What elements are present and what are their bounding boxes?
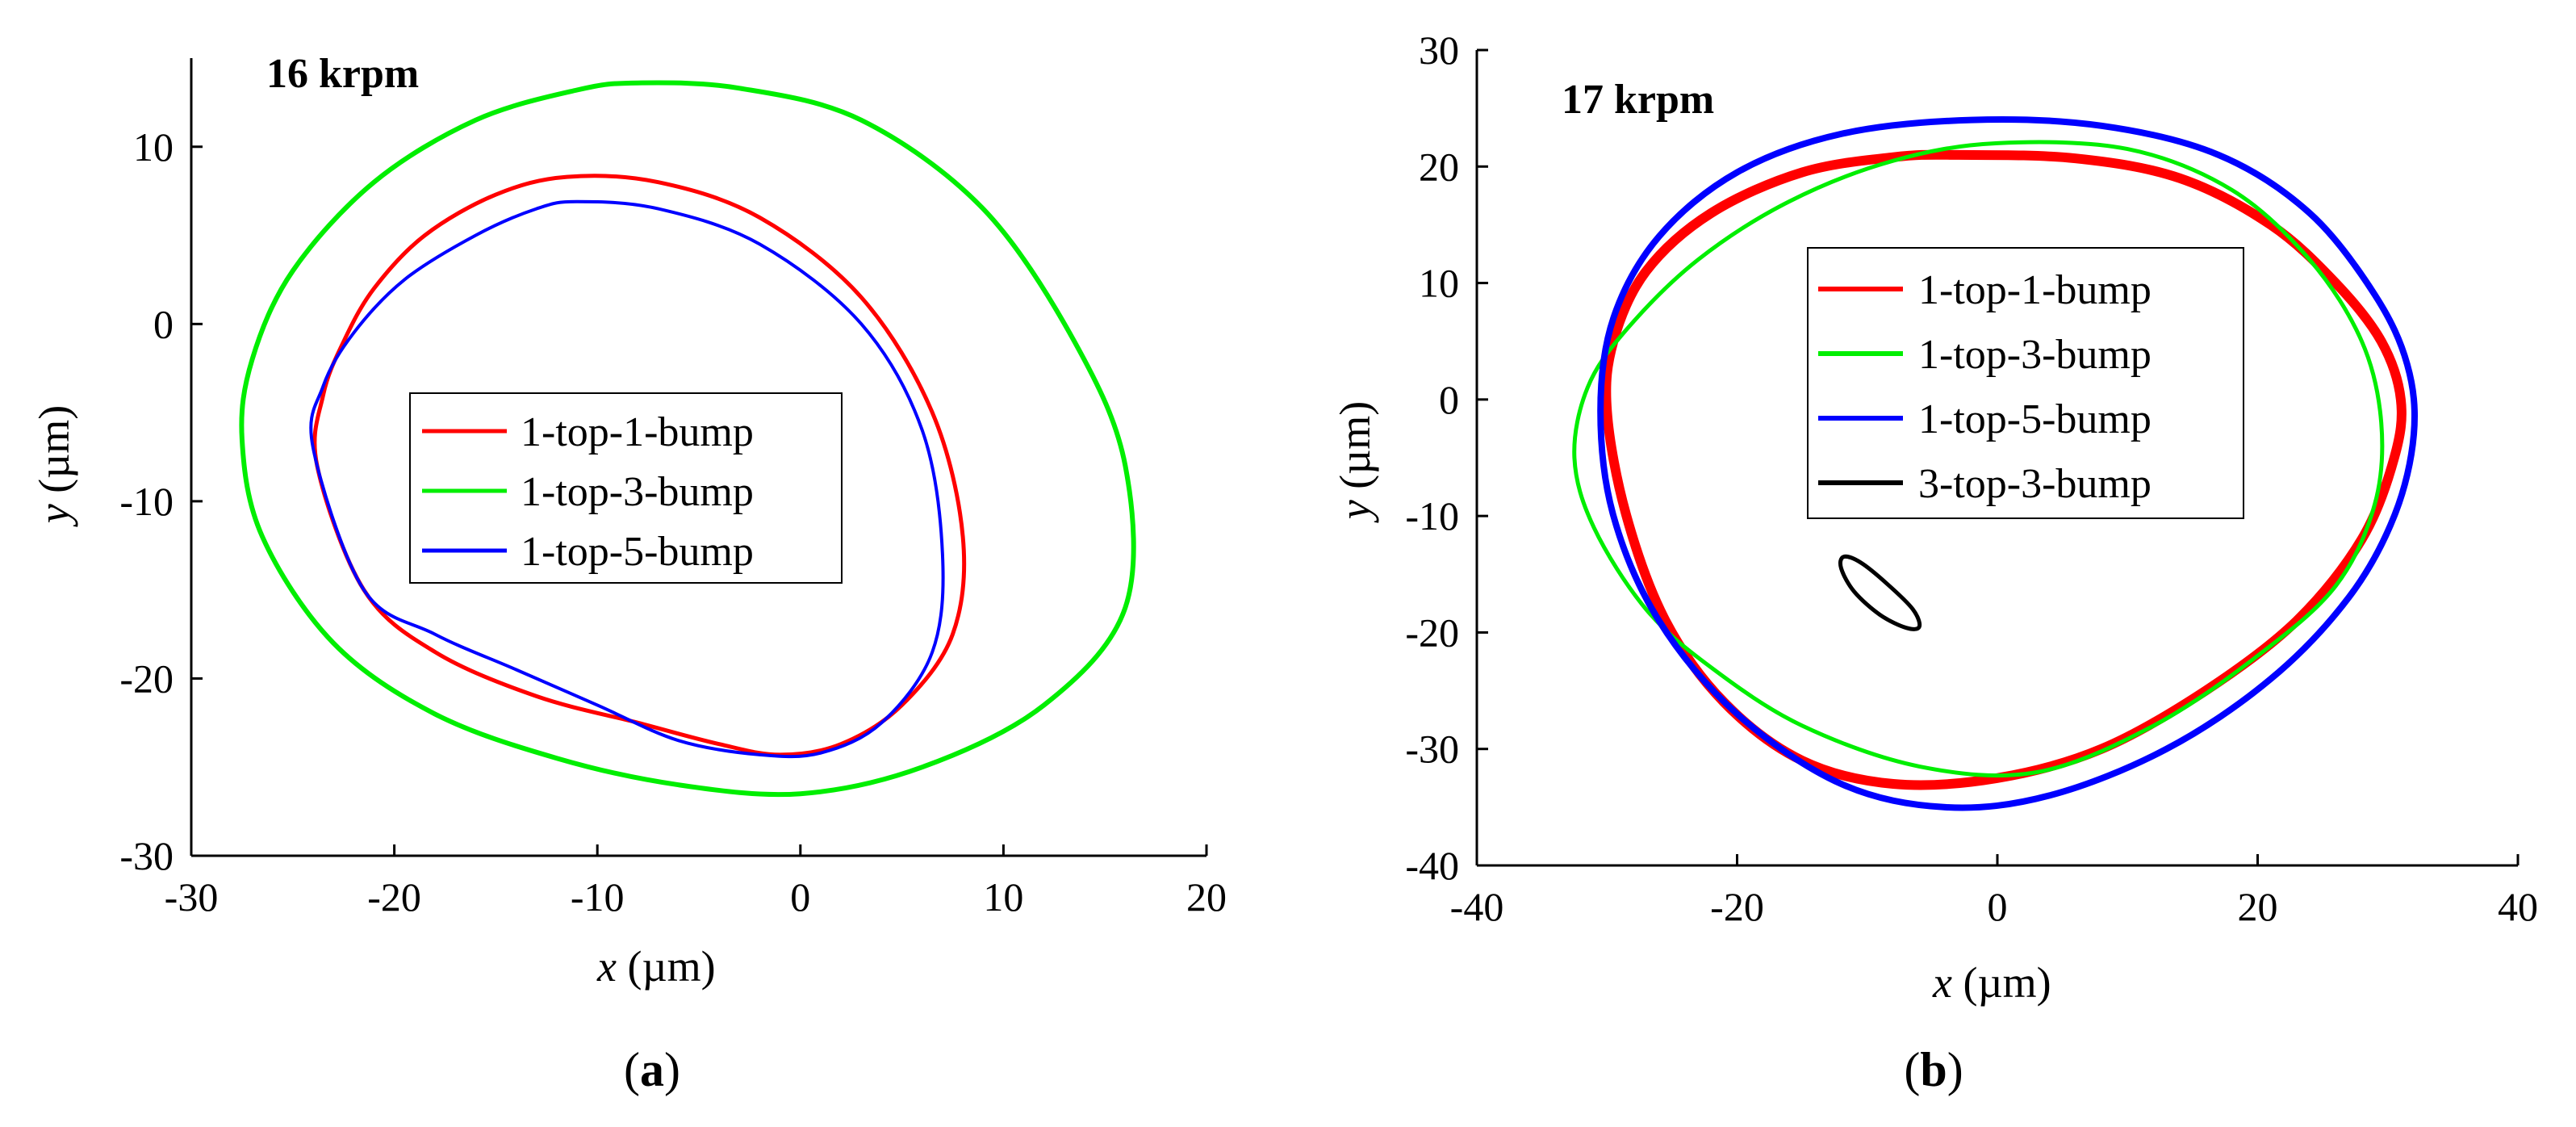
panel-b-series-1-top-1-bump [1601,149,2407,790]
panel-a-x-tick-label: -30 [165,874,219,920]
panel-a-series-1-top-3-bump [239,80,1136,798]
panel-a-y-tick-label: 10 [133,124,174,170]
panel-b-legend-label-2: 1-top-3-bump [1918,332,2152,378]
panel-a-y-label: y (µm) [30,405,78,528]
panel-a-y-tick-label: -10 [119,479,174,524]
panel-b-x-label: x (µm) [1932,958,2051,1007]
panel-b-x-tick-label: -40 [1450,884,1504,929]
panel-b-ticks: -40 -20 0 20 40 -40 -30 -20 -10 0 10 20 30 [1405,27,2538,929]
panel-b-y-label: y (µm) [1331,401,1379,524]
panel-a-x-label-unit: (µm) [617,942,716,991]
panel-a-caption-close: ) [664,1043,680,1096]
panel-b-y-label-var: y [1331,500,1379,523]
panel-a-x-label-var: x [596,942,617,991]
panel-b-legend-label-1: 1-top-1-bump [1918,267,2152,313]
panel-b-series-3-top-3-bump [1838,554,1922,631]
panel-b-y-tick-label: -40 [1405,843,1459,888]
panel-b-x-tick-label: -20 [1710,884,1764,929]
panel-b-y-tick-label: -10 [1405,493,1459,538]
panel-a-chart: -30 -20 -10 0 10 20 -30 -20 -10 0 10 16 krpm x (µm… [30,51,1227,1096]
panel-a-x-label: x (µm) [596,942,716,991]
panel-a-x-tick-label: -10 [571,874,625,920]
panel-b-caption-open: ( [1904,1043,1920,1096]
panel-a-legend: 1-top-1-bump 1-top-3-bump 1-top-5-bump [409,392,843,584]
panel-b-x-tick-label: 40 [2498,884,2538,929]
panel-b-x-label-var: x [1932,958,1952,1007]
panel-a-title: 16 krpm [266,51,419,97]
panel-b-series-1-top-3-bump [1572,140,2385,778]
panel-b-title: 17 krpm [1562,77,1714,123]
panel-a-caption: (a) [624,1043,680,1096]
panel-b-y-label-unit: (µm) [1331,401,1379,501]
panel-a-y-label-var: y [30,504,78,527]
panel-b-chart: -40 -20 0 20 40 -40 -30 -20 -10 0 10 20 30 17 krpm x… [1331,27,2538,1096]
panel-b-y-tick-label: 0 [1439,377,1459,422]
panel-b-x-tick-label: 0 [1988,884,2008,929]
panel-a-caption-letter: a [640,1043,664,1096]
panel-b-y-tick-label: 20 [1419,144,1459,189]
panel-b-y-tick-label: 10 [1419,261,1459,306]
panel-a-x-tick-label: 10 [983,874,1023,920]
panel-a-legend-label-1: 1-top-1-bump [521,409,754,455]
panel-b-y-tick-label: -30 [1405,727,1459,772]
panel-b-y-tick-label: -20 [1405,610,1459,655]
panel-a-caption-open: ( [624,1043,640,1096]
panel-a-y-tick-label: -30 [119,833,174,878]
panel-b-x-label-unit: (µm) [1952,958,2051,1007]
panel-b-x-tick-label: 20 [2238,884,2278,929]
panel-b-y-tick-label: 30 [1419,27,1459,73]
panel-b-series [1572,115,2418,811]
panel-b-caption-letter: b [1920,1043,1947,1096]
panel-a-ticks: -30 -20 -10 0 10 20 -30 -20 -10 0 10 [119,124,1227,920]
panel-a-series-1-top-1-bump [312,174,967,757]
panel-a-x-tick-label: 20 [1186,874,1227,920]
panel-b-series-1-top-5-bump [1597,115,2418,811]
panel-b-legend-label-4: 3-top-3-bump [1918,461,2152,507]
panel-a-x-tick-label: 0 [790,874,810,920]
panel-a-series [239,80,1136,798]
panel-b-legend-label-3: 1-top-5-bump [1918,396,2152,442]
panel-a-y-tick-label: 0 [153,301,174,346]
panel-b-caption-close: ) [1947,1043,1963,1096]
panel-a-legend-label-3: 1-top-5-bump [521,529,754,575]
panel-a-series-1-top-5-bump [309,199,945,759]
panel-b-legend: 1-top-1-bump 1-top-3-bump 1-top-5-bump 3… [1807,247,2244,519]
panel-a-y-label-unit: (µm) [30,405,78,505]
panel-a-legend-label-2: 1-top-3-bump [521,469,754,515]
panel-b-caption: (b) [1904,1043,1963,1096]
panel-b-legend-box [1807,247,2244,519]
panel-a-y-tick-label: -20 [119,656,174,701]
panel-a-x-tick-label: -20 [367,874,421,920]
